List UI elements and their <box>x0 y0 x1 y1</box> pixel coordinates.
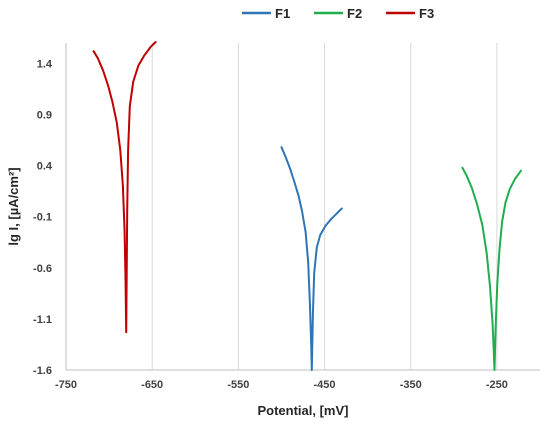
series-line-f2 <box>461 166 522 371</box>
legend-label-f3: F3 <box>419 6 434 21</box>
x-tick-label: -550 <box>227 379 249 391</box>
legend-label-f2: F2 <box>347 6 362 21</box>
y-tick-label: 0.9 <box>37 110 52 122</box>
x-tick-label: -250 <box>486 379 508 391</box>
x-tick-label: -350 <box>400 379 422 391</box>
y-tick-label: -1.1 <box>33 314 52 326</box>
y-tick-label: -1.6 <box>33 365 52 377</box>
y-tick-label: -0.1 <box>33 212 52 224</box>
y-axis-title: lg I, [µA/cm²] <box>6 167 21 245</box>
x-tick-label: -450 <box>314 379 336 391</box>
series-line-f1 <box>280 146 343 371</box>
y-tick-label: 1.4 <box>37 58 53 70</box>
x-tick-label: -750 <box>55 379 77 391</box>
series-line-f3 <box>92 41 157 334</box>
legend-label-f1: F1 <box>275 6 290 21</box>
y-tick-label: -0.6 <box>33 263 52 275</box>
x-tick-label: -650 <box>141 379 163 391</box>
x-axis-title: Potential, [mV] <box>257 403 348 418</box>
y-tick-label: 0.4 <box>37 161 53 173</box>
